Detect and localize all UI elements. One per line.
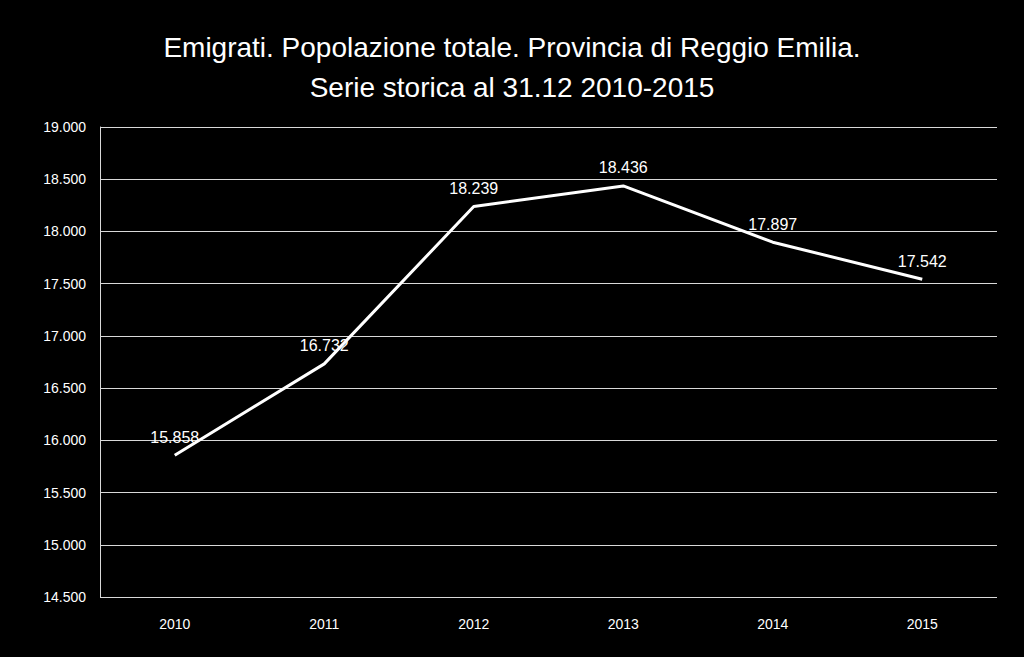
svg-text:15.858: 15.858: [150, 429, 199, 446]
svg-text:17.000: 17.000: [43, 328, 86, 344]
svg-text:16.000: 16.000: [43, 432, 86, 448]
svg-text:14.500: 14.500: [43, 589, 86, 605]
svg-text:2010: 2010: [159, 616, 190, 632]
svg-text:15.500: 15.500: [43, 485, 86, 501]
svg-text:2013: 2013: [608, 616, 639, 632]
svg-text:2011: 2011: [309, 616, 339, 632]
svg-text:18.500: 18.500: [43, 171, 86, 187]
svg-text:Serie storica al 31.12 2010-20: Serie storica al 31.12 2010-2015: [310, 72, 715, 103]
svg-text:18.436: 18.436: [599, 159, 648, 176]
svg-text:Emigrati. Popolazione totale.: Emigrati. Popolazione totale. Provincia …: [163, 32, 860, 63]
svg-text:2015: 2015: [907, 616, 938, 632]
svg-text:15.000: 15.000: [43, 537, 86, 553]
svg-text:17.897: 17.897: [748, 216, 797, 233]
svg-text:2012: 2012: [458, 616, 489, 632]
svg-text:16.732: 16.732: [300, 337, 349, 354]
svg-text:18.239: 18.239: [449, 180, 498, 197]
svg-text:17.500: 17.500: [43, 276, 86, 292]
svg-text:17.542: 17.542: [898, 253, 947, 270]
svg-text:18.000: 18.000: [43, 223, 86, 239]
svg-text:2014: 2014: [757, 616, 788, 632]
svg-text:16.500: 16.500: [43, 380, 86, 396]
svg-text:19.000: 19.000: [43, 119, 86, 135]
